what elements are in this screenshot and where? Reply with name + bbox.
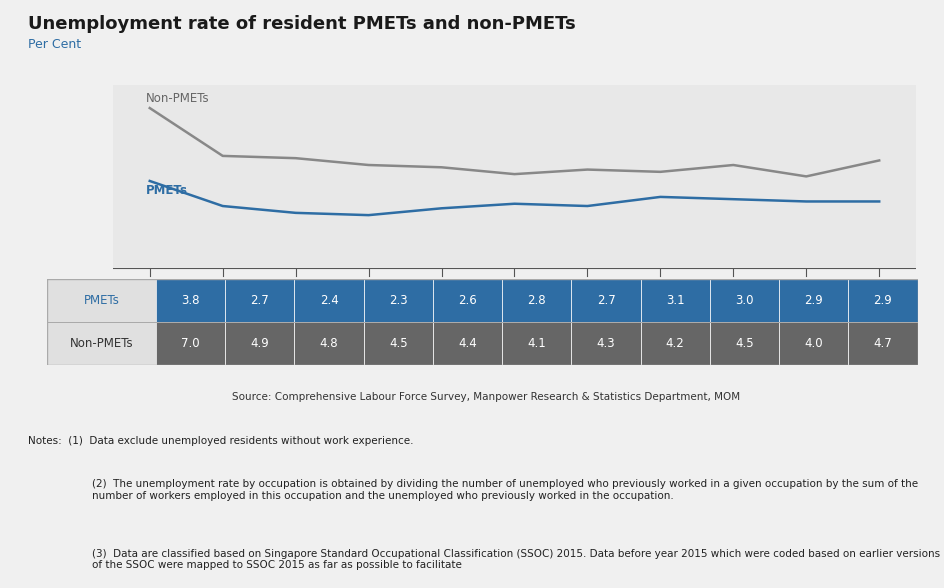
Bar xyxy=(710,322,779,365)
Text: 2015: 2015 xyxy=(573,282,602,295)
Bar xyxy=(641,322,710,365)
Bar xyxy=(226,279,295,322)
Text: 2.9: 2.9 xyxy=(804,294,823,307)
Text: 2018: 2018 xyxy=(791,282,821,295)
Bar xyxy=(849,322,918,365)
Text: 2.7: 2.7 xyxy=(250,294,269,307)
Text: 4.5: 4.5 xyxy=(735,337,754,350)
Text: 4.8: 4.8 xyxy=(320,337,338,350)
Text: Notes:  (1)  Data exclude unemployed residents without work experience.: Notes: (1) Data exclude unemployed resid… xyxy=(28,436,413,446)
Text: 4.5: 4.5 xyxy=(389,337,408,350)
Text: Per Cent: Per Cent xyxy=(28,38,81,51)
Bar xyxy=(363,279,433,322)
Text: PMETs: PMETs xyxy=(146,183,188,197)
Text: Non-PMETs: Non-PMETs xyxy=(70,337,133,350)
Text: Non-PMETs: Non-PMETs xyxy=(146,92,210,105)
Text: 2014: 2014 xyxy=(499,282,530,295)
Bar xyxy=(779,322,849,365)
Text: 4.0: 4.0 xyxy=(804,337,823,350)
Text: 2019: 2019 xyxy=(865,282,894,295)
Bar xyxy=(710,279,779,322)
Bar xyxy=(363,322,433,365)
Text: 2.4: 2.4 xyxy=(320,294,339,307)
Bar xyxy=(156,322,226,365)
Text: 2012: 2012 xyxy=(354,282,383,295)
Bar xyxy=(849,279,918,322)
Text: 4.9: 4.9 xyxy=(250,337,269,350)
Bar xyxy=(433,279,502,322)
Text: 3.1: 3.1 xyxy=(666,294,684,307)
Bar xyxy=(47,322,156,365)
Text: 2.6: 2.6 xyxy=(458,294,477,307)
Bar xyxy=(502,279,571,322)
Bar xyxy=(571,279,641,322)
Bar xyxy=(47,279,156,322)
Text: 2016: 2016 xyxy=(646,282,675,295)
Text: 2.9: 2.9 xyxy=(873,294,892,307)
Text: 2009: 2009 xyxy=(135,282,164,295)
Text: 4.7: 4.7 xyxy=(873,337,892,350)
Text: (2)  The unemployment rate by occupation is obtained by dividing the number of u: (2) The unemployment rate by occupation … xyxy=(93,479,919,501)
Bar xyxy=(571,322,641,365)
Text: 2011: 2011 xyxy=(280,282,311,295)
Text: PMETs: PMETs xyxy=(84,294,120,307)
Text: 2013: 2013 xyxy=(427,282,456,295)
Text: (3)  Data are classified based on Singapore Standard Occupational Classification: (3) Data are classified based on Singapo… xyxy=(93,549,940,570)
Bar xyxy=(502,322,571,365)
Text: 7.0: 7.0 xyxy=(181,337,200,350)
Bar xyxy=(295,279,363,322)
Text: 4.1: 4.1 xyxy=(528,337,547,350)
Text: Source: Comprehensive Labour Force Survey, Manpower Research & Statistics Depart: Source: Comprehensive Labour Force Surve… xyxy=(232,392,740,402)
Text: Unemployment rate of resident PMETs and non-PMETs: Unemployment rate of resident PMETs and … xyxy=(28,15,576,33)
Bar xyxy=(779,279,849,322)
Text: 2017: 2017 xyxy=(718,282,749,295)
Bar xyxy=(226,322,295,365)
Bar xyxy=(156,279,226,322)
Text: 4.3: 4.3 xyxy=(597,337,615,350)
Text: 2.3: 2.3 xyxy=(389,294,408,307)
Text: 2.7: 2.7 xyxy=(597,294,615,307)
Text: 3.0: 3.0 xyxy=(735,294,753,307)
Text: 3.8: 3.8 xyxy=(181,294,200,307)
Text: 2.8: 2.8 xyxy=(528,294,546,307)
Bar xyxy=(295,322,363,365)
Text: June:: June: xyxy=(115,282,144,295)
Bar xyxy=(641,279,710,322)
Bar xyxy=(433,322,502,365)
Text: 2010: 2010 xyxy=(208,282,238,295)
Text: 4.4: 4.4 xyxy=(458,337,477,350)
Text: 4.2: 4.2 xyxy=(666,337,684,350)
